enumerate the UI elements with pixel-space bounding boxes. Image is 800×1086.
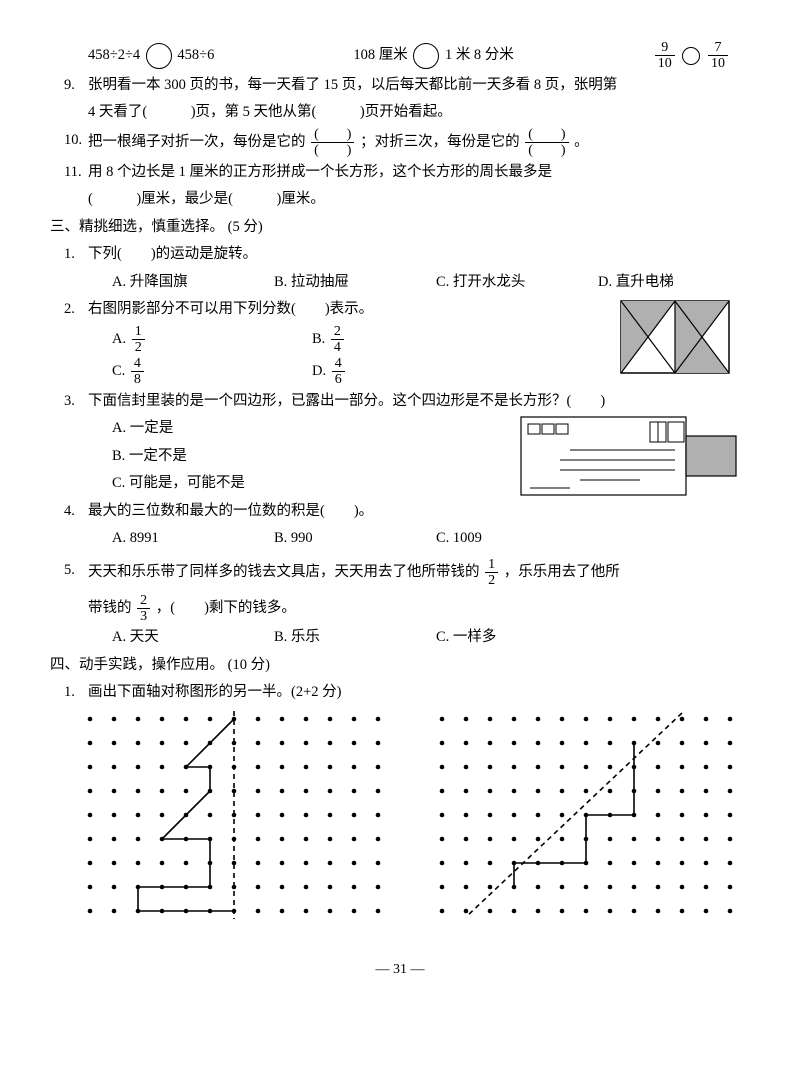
envelope-svg xyxy=(520,416,740,496)
q11-line2: ( )厘米，最少是( )厘米。 xyxy=(40,186,760,214)
envelope-figure xyxy=(520,416,740,496)
compare-circle-1 xyxy=(146,43,172,69)
s3q5-frac1: 12 xyxy=(485,557,498,589)
q10-text3: 。 xyxy=(574,134,589,150)
comparison-row: 458÷2÷4 458÷6 108 厘米 1 米 8 分米 910 710 xyxy=(40,40,760,72)
section-4-heading: 四、动手实践，操作应用。 (10 分) xyxy=(40,652,760,680)
s3q3-stem: 下面信封里装的是一个四边形，已露出一部分。这个四边形是不是长方形？( ) xyxy=(88,393,605,409)
s3q2-num: 2. xyxy=(64,296,75,324)
s3q4-C: C. 1009 xyxy=(436,525,598,553)
q10-num: 10. xyxy=(64,127,82,155)
q10-blank-frac-2: ( )( ) xyxy=(525,127,568,159)
s3q5-num: 5. xyxy=(64,557,75,585)
s3-q2: 2. 右图阴影部分不可以用下列分数( )表示。 xyxy=(40,296,760,324)
s3q5-stem4: ，( )剩下的钱多。 xyxy=(156,600,296,616)
dotgrid-svg xyxy=(80,707,760,937)
s4q1-num: 1. xyxy=(64,679,75,707)
dot-grid-figures xyxy=(40,707,760,937)
frac-7-10: 710 xyxy=(708,40,728,72)
compare-circle-3 xyxy=(682,47,700,65)
frac-9-10: 910 xyxy=(655,40,675,72)
s3q2-B: B. 24 xyxy=(312,324,512,356)
q9-text1: 张明看一本 300 页的书，每一天看了 15 页，以后每天都比前一天多看 8 页… xyxy=(88,77,617,93)
expr1b: 458÷6 xyxy=(177,47,214,63)
s3q5-stem3: 带钱的 xyxy=(88,600,132,616)
expr-compare-3: 910 710 xyxy=(653,40,730,72)
s3q5-frac2: 23 xyxy=(137,593,150,625)
s3q4-A: A. 8991 xyxy=(112,525,274,553)
s3q2-A: A. 12 xyxy=(112,324,312,356)
s3-q1: 1. 下列( )的运动是旋转。 xyxy=(40,241,760,269)
s3q5-B: B. 乐乐 xyxy=(274,624,436,652)
s3q1-options: A. 升降国旗 B. 拉动抽屉 C. 打开水龙头 D. 直升电梯 xyxy=(40,269,760,297)
s3q1-A: A. 升降国旗 xyxy=(112,269,274,297)
sec4-title: 四、动手实践，操作应用。 xyxy=(50,657,224,673)
s3q5-options: A. 天天 B. 乐乐 C. 一样多 xyxy=(40,624,760,652)
q10-text1: 把一根绳子对折一次，每份是它的 xyxy=(88,134,306,150)
section-3-heading: 三、精挑细选，慎重选择。 (5 分) xyxy=(40,214,760,242)
expr-compare-2: 108 厘米 1 米 8 分米 xyxy=(353,42,514,70)
q10-blank-frac-1: ( )( ) xyxy=(311,127,354,159)
s3-q3: 3. 下面信封里装的是一个四边形，已露出一部分。这个四边形是不是长方形？( ) xyxy=(40,388,760,416)
question-11: 11. 用 8 个边长是 1 厘米的正方形拼成一个长方形，这个长方形的周长最多是 xyxy=(40,159,760,187)
s3-q3-wrap: 3. 下面信封里装的是一个四边形，已露出一部分。这个四边形是不是长方形？( ) … xyxy=(40,388,760,498)
s3-q5: 5. 天天和乐乐带了同样多的钱去文具店，天天用去了他所带钱的 12 ，乐乐用去了… xyxy=(40,557,760,589)
sec4-points: (10 分) xyxy=(228,657,270,673)
s3q4-stem: 最大的三位数和最大的一位数的积是( )。 xyxy=(88,503,373,519)
expr-compare-1: 458÷2÷4 458÷6 xyxy=(88,42,214,70)
q11-num: 11. xyxy=(64,159,82,187)
question-9: 9. 张明看一本 300 页的书，每一天看了 15 页，以后每天都比前一天多看 … xyxy=(40,72,760,100)
s3q1-D: D. 直升电梯 xyxy=(598,269,760,297)
s3q2-D: D. 46 xyxy=(312,356,512,388)
s3q1-B: B. 拉动抽屉 xyxy=(274,269,436,297)
q9-num: 9. xyxy=(64,72,75,100)
compare-circle-2 xyxy=(413,43,439,69)
s3q5-stem1: 天天和乐乐带了同样多的钱去文具店，天天用去了他所带钱的 xyxy=(88,564,480,580)
expr1a: 458÷2÷4 xyxy=(88,47,140,63)
s3q4-B: B. 990 xyxy=(274,525,436,553)
sec3-title: 三、精挑细选，慎重选择。 xyxy=(50,219,224,235)
s4q1-stem: 画出下面轴对称图形的另一半。(2+2 分) xyxy=(88,684,341,700)
page-number: — 31 — xyxy=(40,957,760,984)
s3-q2-wrap: 2. 右图阴影部分不可以用下列分数( )表示。 A. 12 B. 24 C. 4… xyxy=(40,296,760,387)
s3q5-line2: 带钱的 23 ，( )剩下的钱多。 xyxy=(40,593,760,625)
q9-line2: 4 天看了( )页，第 5 天他从第( )页开始看起。 xyxy=(40,99,760,127)
s3q2-C: C. 48 xyxy=(112,356,312,388)
expr2a: 108 厘米 xyxy=(353,47,407,63)
s3q2-stem: 右图阴影部分不可以用下列分数( )表示。 xyxy=(88,301,373,317)
s4-q1: 1. 画出下面轴对称图形的另一半。(2+2 分) xyxy=(40,679,760,707)
s3q1-stem: 下列( )的运动是旋转。 xyxy=(88,246,257,262)
s3q1-num: 1. xyxy=(64,241,75,269)
q10-text2: ；对折三次，每份是它的 xyxy=(360,134,520,150)
s3q5-stem2: ，乐乐用去了他所 xyxy=(504,564,620,580)
s3q5-C: C. 一样多 xyxy=(436,624,598,652)
s3q5-A: A. 天天 xyxy=(112,624,274,652)
s3q1-C: C. 打开水龙头 xyxy=(436,269,598,297)
s3-q4: 4. 最大的三位数和最大的一位数的积是( )。 xyxy=(40,498,760,526)
s3q4-options: A. 8991 B. 990 C. 1009 xyxy=(40,525,760,553)
s3q3-num: 3. xyxy=(64,388,75,416)
question-10: 10. 把一根绳子对折一次，每份是它的 ( )( ) ；对折三次，每份是它的 (… xyxy=(40,127,760,159)
q11-text1: 用 8 个边长是 1 厘米的正方形拼成一个长方形，这个长方形的周长最多是 xyxy=(88,164,552,180)
sec3-points: (5 分) xyxy=(228,219,263,235)
expr2b: 1 米 8 分米 xyxy=(445,47,514,63)
s3q4-num: 4. xyxy=(64,498,75,526)
